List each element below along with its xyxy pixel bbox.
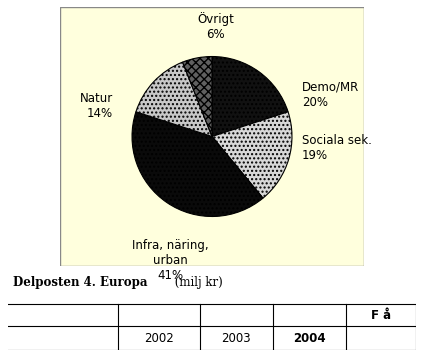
FancyBboxPatch shape xyxy=(60,7,364,266)
Text: (milj kr): (milj kr) xyxy=(171,276,223,289)
Text: Sociala sek.
19%: Sociala sek. 19% xyxy=(302,134,372,162)
Wedge shape xyxy=(183,56,212,136)
Text: F å: F å xyxy=(371,309,391,322)
Text: 2003: 2003 xyxy=(222,332,251,345)
Wedge shape xyxy=(212,56,288,136)
Text: Övrigt
6%: Övrigt 6% xyxy=(197,12,234,41)
Wedge shape xyxy=(136,62,212,136)
Text: Demo/MR
20%: Demo/MR 20% xyxy=(302,80,359,108)
Text: Natur
14%: Natur 14% xyxy=(80,92,113,120)
Wedge shape xyxy=(132,112,263,217)
Wedge shape xyxy=(212,112,292,198)
Text: Delposten 4. Europa: Delposten 4. Europa xyxy=(13,276,147,289)
Text: 2002: 2002 xyxy=(144,332,174,345)
Text: Infra, näring,
urban
41%: Infra, näring, urban 41% xyxy=(132,239,209,282)
Text: 2004: 2004 xyxy=(293,332,326,345)
